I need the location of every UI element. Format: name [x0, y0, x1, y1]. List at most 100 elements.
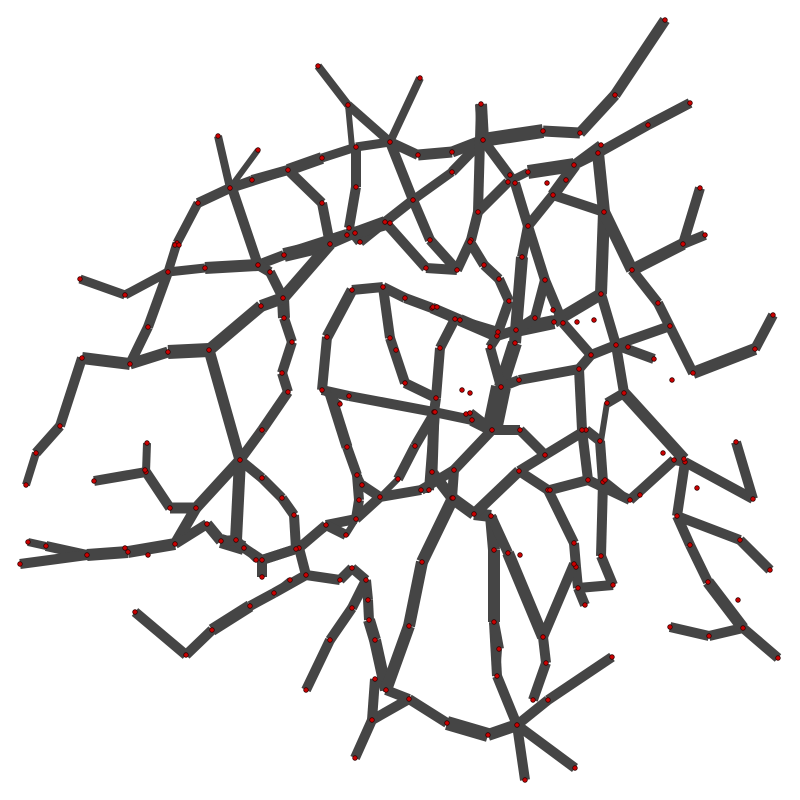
edge [283, 229, 349, 261]
node [366, 617, 372, 623]
edge [473, 103, 486, 213]
node [752, 346, 758, 352]
node [512, 180, 518, 186]
node [84, 552, 90, 558]
edge [610, 16, 670, 99]
node [609, 654, 615, 660]
node [582, 602, 588, 608]
node [530, 697, 536, 703]
node [319, 200, 325, 206]
edge [347, 577, 371, 611]
node [525, 169, 531, 175]
node [576, 366, 582, 372]
edge [230, 459, 246, 541]
node [127, 361, 133, 367]
node [315, 63, 321, 69]
node [532, 315, 538, 321]
node [687, 542, 693, 548]
node [429, 469, 435, 475]
edge [195, 183, 233, 208]
edge [516, 426, 549, 459]
node [237, 457, 243, 463]
edge [526, 158, 576, 179]
node [604, 400, 610, 406]
edge [167, 343, 210, 359]
edge [486, 513, 513, 556]
node [402, 380, 408, 386]
node [418, 487, 424, 493]
edge [528, 661, 551, 702]
node [227, 185, 233, 191]
edge [122, 268, 171, 299]
node [406, 696, 412, 702]
node [344, 232, 350, 238]
node [674, 513, 680, 519]
node [387, 139, 393, 145]
edge [173, 200, 202, 246]
node [660, 450, 666, 456]
edge [277, 495, 299, 518]
node [571, 540, 577, 546]
node [480, 137, 486, 143]
edge [236, 456, 266, 482]
edge [595, 440, 608, 483]
node [432, 409, 438, 415]
node [694, 485, 700, 491]
node [346, 393, 352, 399]
node [542, 452, 548, 458]
edge [518, 364, 580, 385]
node [687, 100, 693, 106]
edge [681, 230, 707, 249]
edge [707, 623, 745, 641]
node [469, 417, 475, 423]
node [478, 101, 484, 107]
node [419, 559, 425, 565]
node [612, 92, 618, 98]
edge [173, 521, 210, 547]
edge [163, 241, 182, 274]
node [733, 439, 739, 445]
node [667, 624, 673, 630]
node [517, 427, 523, 433]
node [215, 133, 221, 139]
node [540, 128, 546, 134]
node [412, 443, 418, 449]
edge [449, 494, 478, 518]
node [613, 342, 619, 348]
edge [480, 261, 503, 283]
edge [653, 300, 698, 376]
node [645, 122, 651, 128]
node [349, 605, 355, 611]
node [122, 292, 128, 298]
edge [317, 336, 332, 391]
node [467, 239, 473, 245]
node [417, 75, 423, 81]
edge [489, 621, 504, 650]
edge [619, 388, 689, 464]
edge [345, 101, 393, 146]
edge [466, 210, 483, 242]
node [291, 512, 297, 518]
node [259, 427, 265, 433]
node [516, 377, 522, 383]
edge [470, 467, 523, 518]
edge [545, 652, 615, 705]
edge [690, 343, 758, 379]
node [444, 720, 450, 726]
node [33, 450, 39, 456]
edge [393, 443, 420, 482]
edge [538, 562, 579, 639]
node [705, 579, 711, 585]
node [550, 192, 556, 198]
node [489, 427, 495, 433]
edge [78, 274, 127, 300]
edge [416, 495, 459, 565]
edge [294, 546, 311, 577]
edge [431, 347, 445, 399]
node [281, 315, 287, 321]
node [697, 185, 703, 191]
edge [359, 480, 383, 502]
node [525, 223, 531, 229]
edge [502, 550, 549, 640]
node [17, 561, 23, 567]
